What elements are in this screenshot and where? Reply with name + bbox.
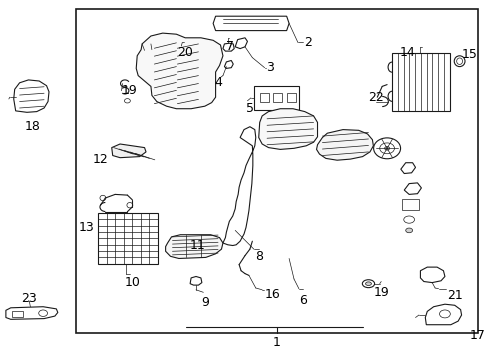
Polygon shape [136,33,223,109]
Text: 20: 20 [177,46,193,59]
Text: 1: 1 [273,336,281,349]
Bar [287,93,296,102]
Bar [76,9,478,333]
Text: 22: 22 [368,91,384,104]
Ellipse shape [366,282,371,285]
Text: 10: 10 [124,276,140,289]
Polygon shape [259,109,318,149]
Text: 23: 23 [22,292,37,305]
Text: 16: 16 [265,288,280,301]
Text: 5: 5 [246,102,254,114]
Text: 19: 19 [122,84,137,97]
Text: 12: 12 [93,153,109,166]
Ellipse shape [406,228,413,233]
Bar [260,93,269,102]
Polygon shape [112,144,146,158]
Bar [12,311,23,317]
Text: 19: 19 [373,286,389,299]
Polygon shape [166,235,223,258]
Bar [402,199,419,210]
Bar [273,93,282,102]
Text: 13: 13 [78,221,94,234]
Text: 11: 11 [190,239,206,252]
Ellipse shape [385,147,390,150]
Text: 6: 6 [299,294,307,307]
Text: 8: 8 [255,250,263,263]
Text: 7: 7 [226,40,234,53]
Bar [392,53,450,111]
Bar [98,213,158,264]
Polygon shape [317,130,373,160]
Text: 18: 18 [24,120,40,133]
Text: 14: 14 [400,46,416,59]
Text: 2: 2 [304,36,312,49]
Text: 15: 15 [462,48,477,61]
Text: 21: 21 [447,289,463,302]
Text: 17: 17 [469,329,485,342]
Text: 4: 4 [214,76,222,89]
Text: 9: 9 [201,296,209,309]
Bar [254,86,299,110]
Text: 3: 3 [266,61,274,74]
